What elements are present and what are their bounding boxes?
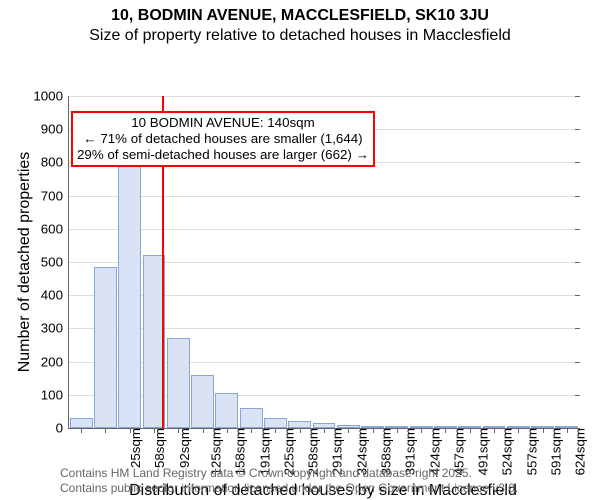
x-tick-mark bbox=[543, 428, 544, 433]
histogram-bar bbox=[240, 408, 263, 428]
y-tick-mark bbox=[575, 295, 580, 296]
x-tick-mark bbox=[324, 428, 325, 433]
y-tick-label: 0 bbox=[56, 421, 69, 436]
x-tick-mark bbox=[421, 428, 422, 433]
gridline bbox=[69, 196, 579, 197]
x-tick-mark bbox=[203, 428, 204, 433]
histogram-bar bbox=[191, 375, 214, 428]
y-tick-mark bbox=[575, 262, 580, 263]
histogram-bar bbox=[215, 393, 238, 428]
y-tick-mark bbox=[575, 196, 580, 197]
x-tick-label: 591sqm bbox=[546, 428, 563, 475]
y-tick-label: 700 bbox=[41, 188, 69, 203]
callout-line-1: 10 BODMIN AVENUE: 140sqm bbox=[77, 115, 369, 131]
y-tick-mark bbox=[575, 328, 580, 329]
x-tick-mark bbox=[81, 428, 82, 433]
footer-line-1: Contains HM Land Registry data © Crown c… bbox=[60, 466, 518, 481]
y-axis-label: Number of detached properties bbox=[16, 96, 34, 428]
title-main: 10, BODMIN AVENUE, MACCLESFIELD, SK10 3J… bbox=[0, 6, 600, 26]
x-tick-label: 92sqm bbox=[175, 428, 192, 468]
x-tick-mark bbox=[130, 428, 131, 433]
title-sub: Size of property relative to detached ho… bbox=[0, 26, 600, 46]
x-tick-mark bbox=[178, 428, 179, 433]
plot-area: 0100200300400500600700800900100025sqm58s… bbox=[68, 96, 579, 429]
histogram-bar bbox=[70, 418, 93, 428]
x-tick-mark bbox=[567, 428, 568, 433]
x-tick-mark bbox=[154, 428, 155, 433]
y-tick-mark bbox=[575, 395, 580, 396]
x-tick-label: 657sqm bbox=[595, 428, 600, 475]
y-tick-mark bbox=[575, 96, 580, 97]
histogram-bar bbox=[264, 418, 287, 428]
callout-box: 10 BODMIN AVENUE: 140sqm← 71% of detache… bbox=[71, 111, 375, 167]
x-tick-mark bbox=[227, 428, 228, 433]
x-tick-mark bbox=[518, 428, 519, 433]
y-tick-label: 400 bbox=[41, 288, 69, 303]
x-tick-label: 624sqm bbox=[571, 428, 588, 475]
callout-line-3: 29% of semi-detached houses are larger (… bbox=[77, 147, 369, 163]
y-tick-label: 100 bbox=[41, 387, 69, 402]
attribution-footer: Contains HM Land Registry data © Crown c… bbox=[60, 466, 518, 496]
footer-line-2: Contains public sector information licen… bbox=[60, 481, 518, 496]
callout-line-2: ← 71% of detached houses are smaller (1,… bbox=[77, 131, 369, 147]
gridline bbox=[69, 96, 579, 97]
y-tick-label: 200 bbox=[41, 354, 69, 369]
x-tick-mark bbox=[251, 428, 252, 433]
x-tick-mark bbox=[445, 428, 446, 433]
y-tick-label: 500 bbox=[41, 255, 69, 270]
x-tick-label: 557sqm bbox=[522, 428, 539, 475]
x-tick-label: 58sqm bbox=[150, 428, 167, 468]
y-tick-label: 900 bbox=[41, 122, 69, 137]
y-tick-mark bbox=[575, 362, 580, 363]
x-tick-mark bbox=[105, 428, 106, 433]
y-tick-mark bbox=[575, 129, 580, 130]
y-tick-mark bbox=[575, 162, 580, 163]
x-tick-mark bbox=[397, 428, 398, 433]
histogram-bar bbox=[288, 421, 311, 428]
x-tick-mark bbox=[494, 428, 495, 433]
y-tick-label: 800 bbox=[41, 155, 69, 170]
histogram-bar bbox=[167, 338, 190, 428]
y-tick-mark bbox=[575, 229, 580, 230]
x-tick-mark bbox=[300, 428, 301, 433]
x-tick-mark bbox=[348, 428, 349, 433]
x-tick-mark bbox=[373, 428, 374, 433]
gridline bbox=[69, 229, 579, 230]
y-tick-label: 600 bbox=[41, 221, 69, 236]
x-tick-label: 25sqm bbox=[126, 428, 143, 468]
histogram-bar bbox=[94, 267, 117, 428]
x-tick-mark bbox=[275, 428, 276, 433]
y-tick-label: 1000 bbox=[33, 89, 69, 104]
y-tick-label: 300 bbox=[41, 321, 69, 336]
chart-titles: 10, BODMIN AVENUE, MACCLESFIELD, SK10 3J… bbox=[0, 0, 600, 46]
histogram-bar bbox=[118, 152, 141, 428]
x-tick-mark bbox=[470, 428, 471, 433]
